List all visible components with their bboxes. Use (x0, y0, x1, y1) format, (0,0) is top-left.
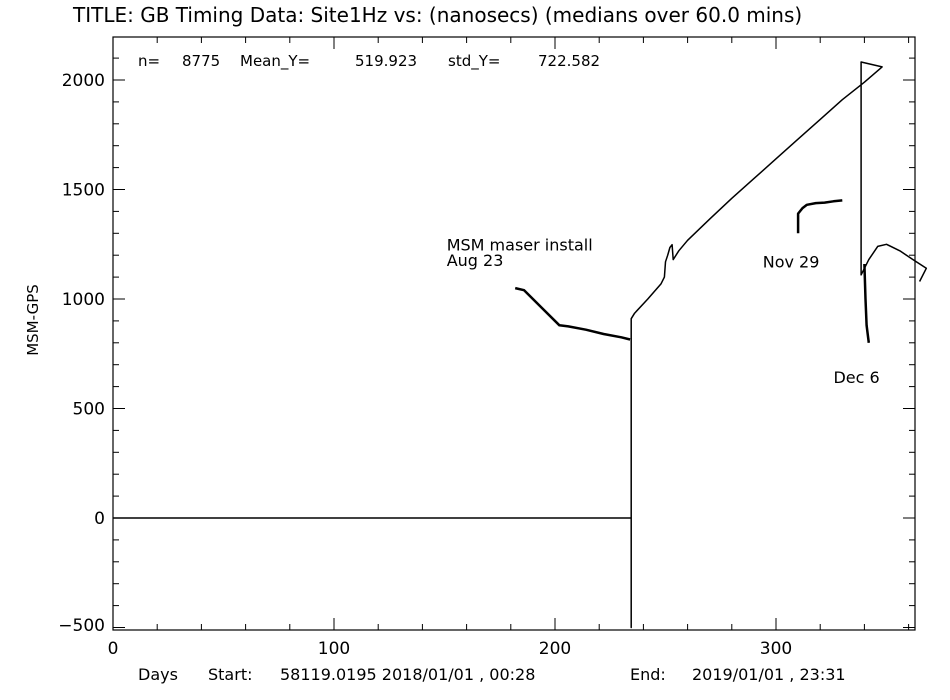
annotation-dec-6: Dec 6 (833, 368, 879, 387)
stats-line: n= 8775 Mean_Y= 519.923 std_Y= 722.582 (138, 52, 600, 71)
footer-end-value: 2019/01/01 , 23:31 (692, 665, 846, 684)
series-line-0 (113, 61, 928, 629)
series-lines (113, 61, 928, 629)
x-tick-label: 0 (108, 639, 119, 659)
x-tick-label: 300 (760, 639, 792, 659)
stat-mean-label: Mean_Y= (240, 52, 310, 71)
y-tick-label: −500 (58, 616, 105, 636)
footer-start-label: Start: (208, 665, 252, 684)
y-tick-label: 1000 (62, 290, 105, 310)
y-axis-label: MSM-GPS (24, 284, 42, 356)
y-tick-label: 2000 (62, 71, 105, 91)
stat-mean-value: 519.923 (355, 52, 417, 70)
stat-std-value: 722.582 (538, 52, 600, 70)
chart-title: TITLE: GB Timing Data: Site1Hz vs: (nano… (72, 3, 802, 27)
x-tick-label: 200 (539, 639, 571, 659)
series-line-3 (863, 263, 871, 343)
footer-end-label: End: (630, 665, 666, 684)
footer-start-value: 58119.0195 2018/01/01 , 00:28 (280, 665, 535, 684)
annotation-maser-install: MSM maser install (447, 235, 593, 254)
footer-line: Days Start: 58119.0195 2018/01/01 , 00:2… (138, 665, 846, 684)
annotations: MSM maser install Aug 23 Nov 29 Dec 6 (447, 235, 880, 386)
stat-n-label: n= (138, 52, 160, 70)
y-tick-label: 0 (94, 509, 105, 529)
plot-frame (112, 36, 916, 631)
y-tick-label: 1500 (62, 181, 105, 201)
annotation-nov-29: Nov 29 (763, 253, 820, 272)
footer-days: Days (138, 665, 178, 684)
y-tick-label: 500 (73, 400, 105, 420)
stat-n-value: 8775 (182, 52, 220, 70)
stat-std-label: std_Y= (448, 52, 500, 71)
x-tick-label: 100 (318, 639, 350, 659)
annotation-aug-23: Aug 23 (447, 251, 504, 270)
series-line-1 (514, 286, 631, 341)
series-line-2 (796, 199, 843, 234)
